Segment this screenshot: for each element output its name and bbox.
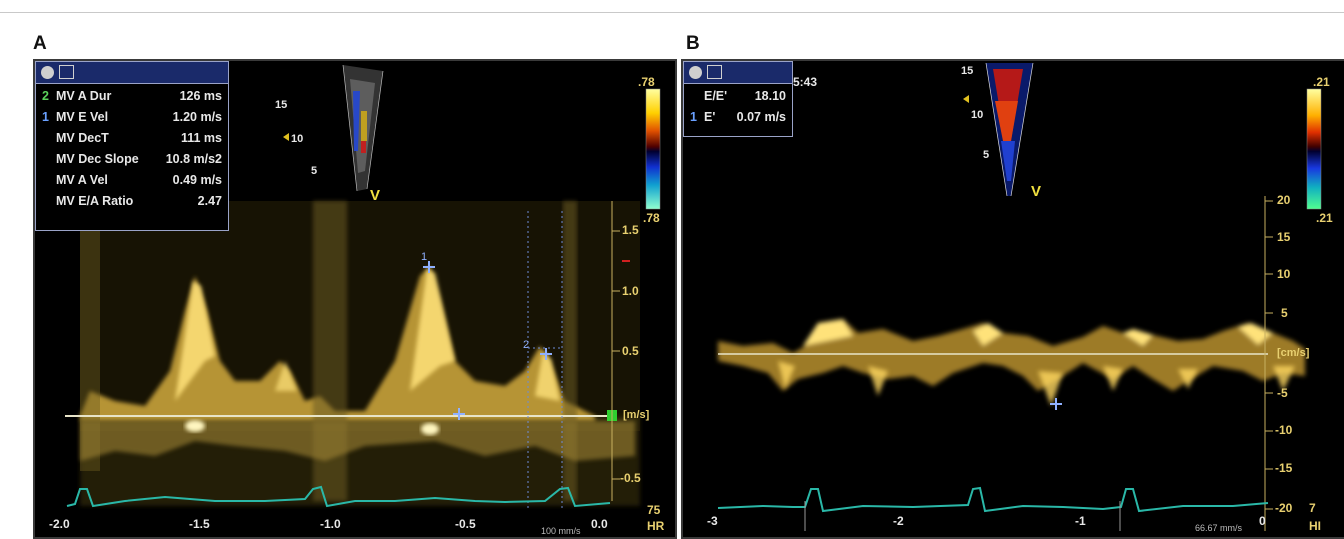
measurement-row: MV Dec Slope 10.8 m/s2 [36,149,228,170]
panel-b-depth-1: 10 [971,109,984,121]
panel-b-ytick-3: 5 [1281,306,1288,320]
measurement-row: MV A Vel 0.49 m/s [36,170,228,191]
measurement-index: 1 [42,110,49,124]
measurement-name: MV Dec Slope [56,152,139,166]
panel-b-ytick-5: -5 [1277,386,1288,400]
panel-b-header-bar [683,61,793,85]
panel-a-cursor-1: 1 [421,251,428,263]
panel-b-doppler: E/E' 18.10 1 E' 0.07 m/s 5:43 .21 .21 V 15 1… [681,59,1344,539]
panel-a-xtick-2: -1.0 [320,517,341,531]
panel-a-ytick-4: -0.5 [620,471,641,485]
panel-b-ytick-8: -20 [1275,501,1293,515]
image-mode-icon [59,65,74,79]
panel-b-ytick-0: 20 [1277,193,1291,207]
panel-a-measurements: 2 MV A Dur 126 ms 1 MV E Vel 1.20 m/s MV DecT 1… [35,83,229,231]
measurement-name: MV DecT [56,131,109,145]
panel-b-hr-value: 7 [1309,501,1316,515]
panel-a-letter: A [33,33,47,54]
measurement-row: 1 MV E Vel 1.20 m/s [36,107,228,128]
measurement-row: MV DecT 111 ms [36,128,228,149]
panel-b-colorbar-top: .21 [1313,75,1330,89]
panel-b-depth-2: 5 [983,149,990,161]
panel-a-depth-2: 5 [311,165,318,177]
measurement-name: E/E' [704,89,728,103]
measurement-value: 111 ms [180,131,222,145]
panel-b-depth-0: 15 [961,65,974,77]
measurement-name: E' [704,110,716,124]
panel-b-xtick-2: -1 [1075,514,1086,528]
panel-b-ytick-2: 10 [1277,267,1291,281]
measurement-row: 1 E' 0.07 m/s [684,107,792,128]
panel-b-sweep-speed: 66.67 mm/s [1195,523,1243,533]
panel-a-sweep-speed: 100 mm/s [541,526,581,536]
panel-b-ytick-7: -15 [1275,461,1293,475]
panel-b-ytick-1: 15 [1277,230,1291,244]
panel-b-time: 5:43 [793,75,818,89]
panel-b-sample-marker: V [1031,183,1042,200]
measurement-value: 18.10 [754,89,786,103]
panel-a-xtick-4: 0.0 [591,517,608,531]
panel-a-colorbar-top: .78 [638,75,655,89]
panel-b-ytick-unit: [cm/s] [1277,347,1310,359]
panel-b-xtick-3: 0 [1259,514,1266,528]
panel-b-spectrum [717,62,1322,531]
panel-b-hr-label: HI [1309,519,1321,533]
panel-a-hr-value: 75 [647,503,661,517]
panel-a-ytick-0: 1.5 [622,223,639,237]
panel-b-ytick-6: -10 [1275,423,1293,437]
freeze-indicator-icon [689,66,702,79]
panel-a-depth-1: 10 [291,133,304,145]
panel-a-ytick-unit: [m/s] [623,409,650,421]
panel-a-doppler: 2 MV A Dur 126 ms 1 MV E Vel 1.20 m/s MV DecT 1… [33,59,677,539]
measurement-row: MV E/A Ratio 2.47 [36,191,228,212]
figure-frame [0,12,1344,536]
panel-b-xtick-0: -3 [707,514,718,528]
measurement-value: 10.8 m/s2 [165,152,222,166]
image-mode-icon [707,65,722,79]
panel-b-measurements: E/E' 18.10 1 E' 0.07 m/s [683,83,793,137]
measurement-value: 0.07 m/s [736,110,786,124]
panel-a-xtick-3: -0.5 [455,517,476,531]
measurement-value: 2.47 [197,194,222,208]
panel-b-colorbar-bottom: .21 [1316,211,1333,225]
panel-a-ytick-1: 1.0 [622,284,639,298]
panel-a-xtick-1: -1.5 [189,517,210,531]
panel-a-sample-marker: V [370,187,381,204]
panel-a-cursor-2: 2 [523,339,530,351]
measurement-name: MV A Vel [56,173,108,187]
panel-a-xtick-0: -2.0 [49,517,70,531]
measurement-row: E/E' 18.10 [684,86,792,107]
panel-a-colorbar-bottom: .78 [643,211,660,225]
panel-b-xtick-1: -2 [893,514,904,528]
panel-a-header-bar [35,61,229,85]
panel-a-spectrum [65,64,661,511]
measurement-name: MV E/A Ratio [56,194,134,208]
panel-a-hr-label: HR [647,519,665,533]
measurement-index: 1 [690,110,697,124]
panel-a-depth-0: 15 [275,99,288,111]
panel-a-ytick-2: 0.5 [622,344,639,358]
freeze-indicator-icon [41,66,54,79]
measurement-index: 2 [42,89,49,103]
measurement-value: 1.20 m/s [172,110,222,124]
measurement-row: 2 MV A Dur 126 ms [36,86,228,107]
measurement-name: MV E Vel [56,110,109,124]
measurement-value: 126 ms [179,89,222,103]
measurement-value: 0.49 m/s [172,173,222,187]
panel-b-letter: B [686,33,700,54]
measurement-name: MV A Dur [56,89,112,103]
